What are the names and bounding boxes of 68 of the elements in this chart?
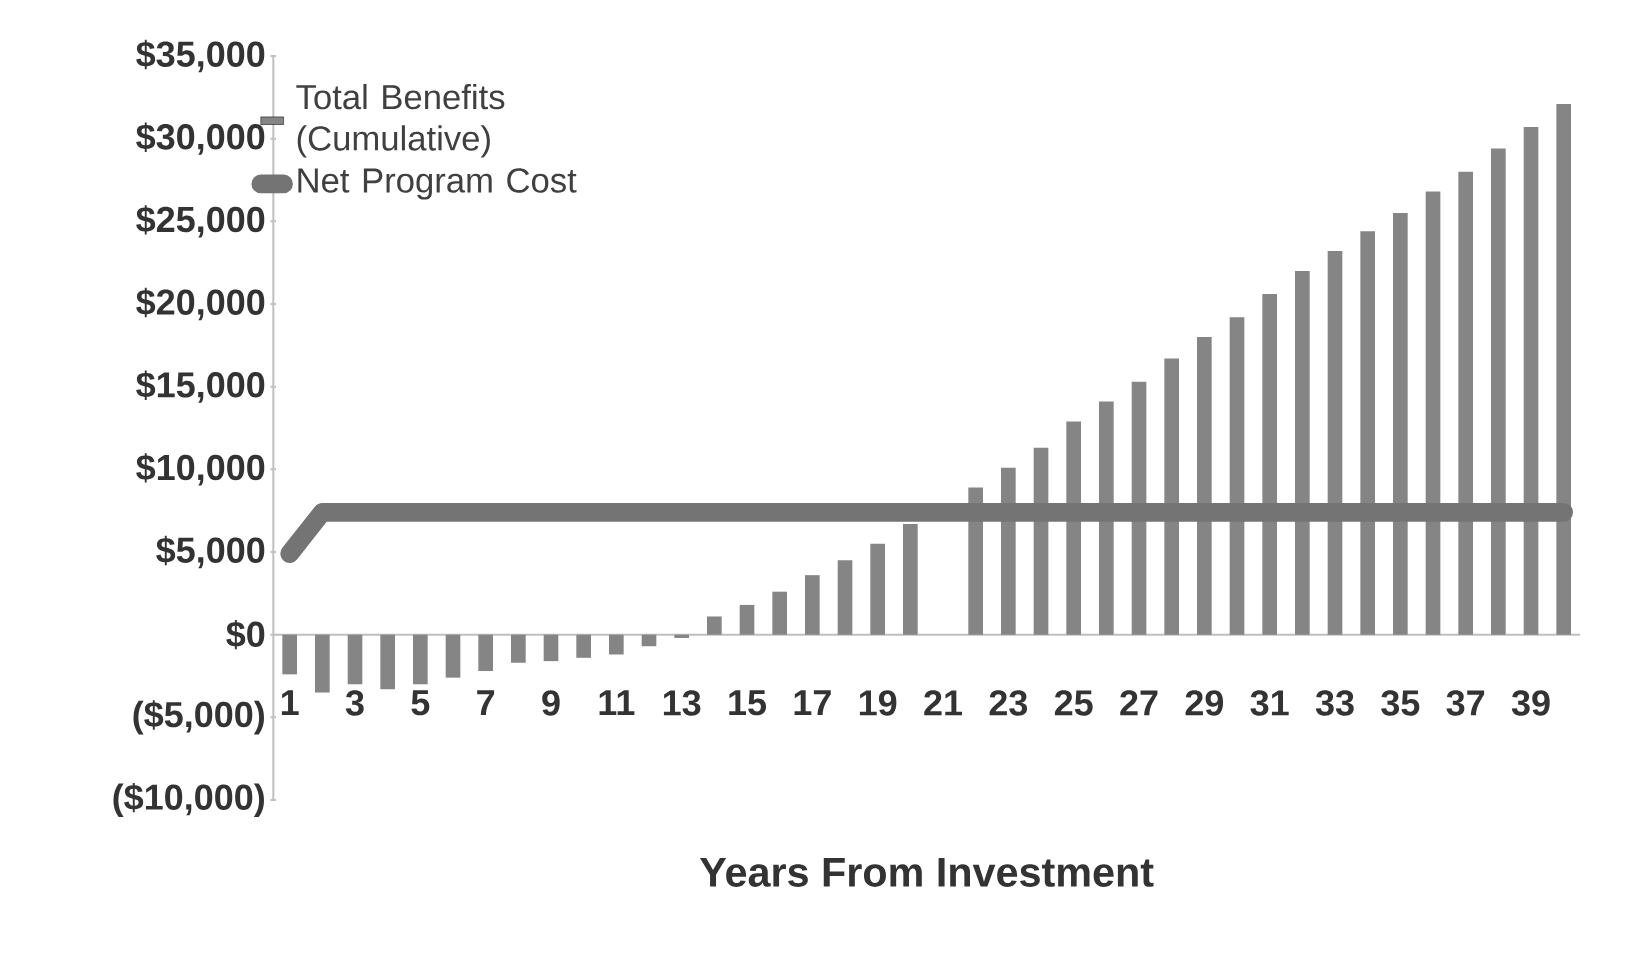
x-tick-label: 37 <box>1446 690 1485 716</box>
x-tick-label: 9 <box>542 690 560 716</box>
bar <box>1262 294 1278 635</box>
bar <box>772 591 788 635</box>
bar <box>1556 103 1572 635</box>
bar <box>805 575 820 635</box>
bar <box>478 634 493 672</box>
bar <box>1425 191 1441 635</box>
x-tick-label: 25 <box>1054 690 1093 716</box>
y-tick-label: $15,000 <box>136 370 265 403</box>
bar <box>674 634 690 638</box>
bar <box>1066 421 1082 635</box>
legend-label: Net Program Cost <box>298 168 577 200</box>
x-tick-label: 39 <box>1511 690 1550 716</box>
x-tick-label: 35 <box>1381 690 1420 716</box>
y-tick-label: $5,000 <box>156 535 265 569</box>
bar <box>1327 251 1343 635</box>
bar <box>511 634 526 663</box>
legend-label: Total Benefits (Cumulative) <box>296 83 505 158</box>
x-tick-label: 15 <box>729 690 767 716</box>
y-tick-label: ($10,000) <box>113 782 264 818</box>
bar <box>413 634 428 685</box>
x-tick-label: 5 <box>411 690 430 716</box>
bar <box>380 634 395 690</box>
bar <box>347 634 363 685</box>
bar <box>1099 401 1114 635</box>
bar <box>576 634 591 658</box>
x-tick-label: 19 <box>859 690 897 716</box>
bar <box>1360 231 1376 635</box>
bar <box>543 634 559 662</box>
bar <box>282 634 297 675</box>
y-tick-label: $35,000 <box>136 39 265 73</box>
bar <box>1197 337 1212 635</box>
bar <box>707 616 722 635</box>
x-tick-label: 1 <box>281 690 299 715</box>
x-tick-label: 3 <box>345 690 364 716</box>
x-tick-label: 27 <box>1120 690 1158 716</box>
bar <box>1393 213 1408 635</box>
x-tick-label: 33 <box>1315 690 1354 716</box>
bar <box>870 543 886 635</box>
bar <box>837 560 853 635</box>
x-axis-title: Years From Investment <box>699 858 1154 887</box>
y-tick-label: $25,000 <box>136 205 265 238</box>
bar <box>1458 171 1474 635</box>
x-tick-label: 11 <box>599 690 635 715</box>
bar <box>641 634 657 647</box>
x-tick-label: 7 <box>477 690 495 715</box>
x-tick-label: 21 <box>924 690 963 716</box>
x-tick-label: 29 <box>1185 690 1224 716</box>
bar <box>1491 148 1506 635</box>
bar <box>609 634 624 655</box>
bar <box>1164 358 1180 635</box>
y-tick-label: $10,000 <box>136 453 265 486</box>
x-tick-label: 23 <box>989 690 1028 716</box>
bar <box>1229 317 1245 635</box>
bar <box>315 634 330 693</box>
bar <box>445 634 461 678</box>
bar <box>1523 127 1539 635</box>
bar <box>739 604 755 635</box>
y-tick-label: $30,000 <box>136 122 265 155</box>
y-tick-label: $20,000 <box>136 287 265 321</box>
x-tick-label: 13 <box>663 690 701 716</box>
y-tick-label: ($5,000) <box>133 700 264 735</box>
x-tick-label: 31 <box>1250 690 1289 716</box>
x-tick-label: 17 <box>794 690 831 715</box>
bar <box>903 523 918 635</box>
bar <box>1295 270 1310 635</box>
y-tick-label: $0 <box>226 619 265 650</box>
